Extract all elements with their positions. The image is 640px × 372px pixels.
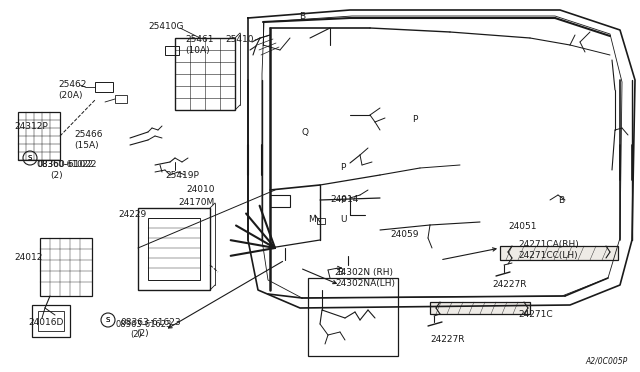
Bar <box>500 246 618 260</box>
Text: Q: Q <box>302 128 309 137</box>
Text: S: S <box>28 155 32 161</box>
Text: 24271C: 24271C <box>518 310 552 319</box>
Text: 25410G: 25410G <box>148 22 184 31</box>
Text: (2): (2) <box>130 330 141 339</box>
Text: P: P <box>340 196 346 205</box>
Text: (10A): (10A) <box>185 46 210 55</box>
Text: 24312P: 24312P <box>14 122 48 131</box>
Text: M: M <box>308 215 316 224</box>
Bar <box>148 218 200 280</box>
Text: S: S <box>106 317 110 323</box>
Text: 25462: 25462 <box>58 80 86 89</box>
Text: 24302N (RH): 24302N (RH) <box>335 268 393 277</box>
Text: 24051: 24051 <box>508 222 536 231</box>
Text: 24227R: 24227R <box>430 335 465 344</box>
Text: S: S <box>28 155 32 161</box>
Text: (15A): (15A) <box>74 141 99 150</box>
Bar <box>38 311 64 331</box>
Text: 25410: 25410 <box>225 35 253 44</box>
Text: 25419P: 25419P <box>165 171 199 180</box>
Text: 08363-61623: 08363-61623 <box>116 320 172 329</box>
Bar <box>95 82 113 92</box>
Text: B: B <box>558 196 564 205</box>
Text: (2): (2) <box>136 329 148 338</box>
Text: 24014: 24014 <box>330 195 358 204</box>
Text: 24010: 24010 <box>186 185 215 194</box>
Text: 25461: 25461 <box>185 35 214 44</box>
Bar <box>165 46 179 55</box>
Text: B: B <box>299 12 305 21</box>
Bar <box>40 238 92 296</box>
Text: 08360-61022: 08360-61022 <box>36 160 97 169</box>
Text: (20A): (20A) <box>58 91 83 100</box>
Text: 24016D: 24016D <box>28 318 63 327</box>
Bar <box>175 38 235 110</box>
Text: 24059: 24059 <box>390 230 419 239</box>
Bar <box>18 112 60 160</box>
Text: 08360-61022: 08360-61022 <box>38 160 94 169</box>
Text: 08363-61623: 08363-61623 <box>120 318 180 327</box>
Bar <box>317 218 325 224</box>
Text: S: S <box>106 317 110 323</box>
Text: A2/0C005P: A2/0C005P <box>586 356 628 365</box>
Bar <box>430 302 530 314</box>
Text: 24271CC(LH): 24271CC(LH) <box>518 251 578 260</box>
Bar <box>270 195 290 207</box>
Bar <box>308 278 398 356</box>
Text: 24271CA(RH): 24271CA(RH) <box>518 240 579 249</box>
Text: P: P <box>340 163 346 172</box>
Bar <box>115 95 127 103</box>
Bar <box>138 208 210 290</box>
Text: B: B <box>337 268 343 277</box>
Text: 24302NA(LH): 24302NA(LH) <box>335 279 395 288</box>
Text: 24012: 24012 <box>14 253 42 262</box>
Text: P: P <box>412 115 417 124</box>
Bar <box>32 305 70 337</box>
Text: 24227R: 24227R <box>492 280 527 289</box>
Text: 25466: 25466 <box>74 130 102 139</box>
Text: U: U <box>340 215 346 224</box>
Text: 24229: 24229 <box>118 210 147 219</box>
Text: (2): (2) <box>50 171 63 180</box>
Text: 24170M: 24170M <box>179 198 215 207</box>
